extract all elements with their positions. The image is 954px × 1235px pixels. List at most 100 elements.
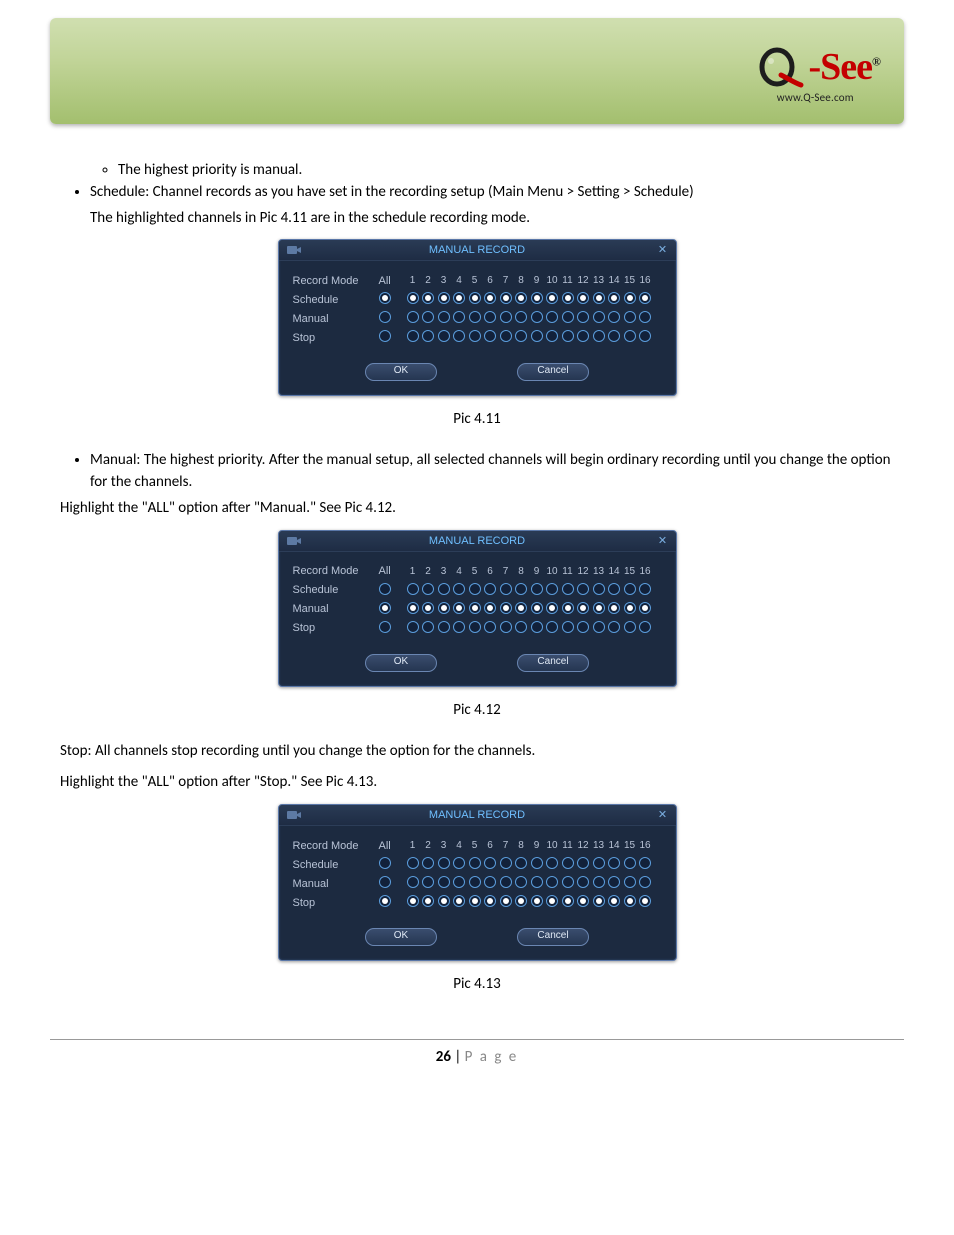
channel-radio[interactable] bbox=[546, 311, 558, 326]
channel-radio[interactable] bbox=[453, 602, 465, 617]
channel-radio[interactable] bbox=[562, 292, 574, 307]
channel-radio[interactable] bbox=[500, 876, 512, 891]
channel-radio[interactable] bbox=[577, 857, 589, 872]
channel-radio[interactable] bbox=[484, 895, 496, 910]
all-radio-schedule[interactable] bbox=[379, 583, 407, 598]
channel-radio[interactable] bbox=[546, 602, 558, 617]
channel-radio[interactable] bbox=[407, 330, 419, 345]
channel-radio[interactable] bbox=[438, 857, 450, 872]
channel-radio[interactable] bbox=[500, 292, 512, 307]
channel-radio[interactable] bbox=[593, 895, 605, 910]
channel-radio[interactable] bbox=[639, 895, 651, 910]
all-radio-manual[interactable] bbox=[379, 602, 407, 617]
channel-radio[interactable] bbox=[593, 583, 605, 598]
channel-radio[interactable] bbox=[546, 895, 558, 910]
channel-radio[interactable] bbox=[624, 292, 636, 307]
channel-radio[interactable] bbox=[608, 602, 620, 617]
channel-radio[interactable] bbox=[639, 857, 651, 872]
all-radio-stop[interactable] bbox=[379, 330, 407, 345]
channel-radio[interactable] bbox=[608, 330, 620, 345]
channel-radio[interactable] bbox=[469, 330, 481, 345]
channel-radio[interactable] bbox=[639, 311, 651, 326]
channel-radio[interactable] bbox=[484, 621, 496, 636]
cancel-button[interactable]: Cancel bbox=[517, 928, 589, 946]
channel-radio[interactable] bbox=[593, 857, 605, 872]
channel-radio[interactable] bbox=[593, 621, 605, 636]
channel-radio[interactable] bbox=[546, 583, 558, 598]
channel-radio[interactable] bbox=[407, 602, 419, 617]
channel-radio[interactable] bbox=[484, 583, 496, 598]
channel-radio[interactable] bbox=[531, 330, 543, 345]
channel-radio[interactable] bbox=[562, 583, 574, 598]
channel-radio[interactable] bbox=[593, 292, 605, 307]
channel-radio[interactable] bbox=[453, 330, 465, 345]
channel-radio[interactable] bbox=[453, 895, 465, 910]
ok-button[interactable]: OK bbox=[365, 928, 437, 946]
channel-radio[interactable] bbox=[608, 876, 620, 891]
channel-radio[interactable] bbox=[500, 857, 512, 872]
channel-radio[interactable] bbox=[469, 857, 481, 872]
close-icon[interactable]: ✕ bbox=[656, 808, 670, 822]
channel-radio[interactable] bbox=[469, 876, 481, 891]
channel-radio[interactable] bbox=[593, 330, 605, 345]
channel-radio[interactable] bbox=[438, 311, 450, 326]
all-radio-stop[interactable] bbox=[379, 621, 407, 636]
channel-radio[interactable] bbox=[639, 621, 651, 636]
all-radio-stop[interactable] bbox=[379, 895, 407, 910]
channel-radio[interactable] bbox=[531, 876, 543, 891]
channel-radio[interactable] bbox=[562, 602, 574, 617]
channel-radio[interactable] bbox=[577, 583, 589, 598]
channel-radio[interactable] bbox=[422, 876, 434, 891]
channel-radio[interactable] bbox=[500, 583, 512, 598]
channel-radio[interactable] bbox=[546, 621, 558, 636]
channel-radio[interactable] bbox=[407, 895, 419, 910]
channel-radio[interactable] bbox=[500, 330, 512, 345]
channel-radio[interactable] bbox=[624, 602, 636, 617]
channel-radio[interactable] bbox=[562, 876, 574, 891]
all-radio-schedule[interactable] bbox=[379, 292, 407, 307]
channel-radio[interactable] bbox=[438, 621, 450, 636]
channel-radio[interactable] bbox=[562, 895, 574, 910]
channel-radio[interactable] bbox=[500, 895, 512, 910]
channel-radio[interactable] bbox=[624, 857, 636, 872]
channel-radio[interactable] bbox=[469, 583, 481, 598]
channel-radio[interactable] bbox=[453, 583, 465, 598]
ok-button[interactable]: OK bbox=[365, 363, 437, 381]
channel-radio[interactable] bbox=[515, 602, 527, 617]
channel-radio[interactable] bbox=[484, 292, 496, 307]
channel-radio[interactable] bbox=[531, 602, 543, 617]
channel-radio[interactable] bbox=[562, 311, 574, 326]
channel-radio[interactable] bbox=[469, 602, 481, 617]
channel-radio[interactable] bbox=[531, 621, 543, 636]
channel-radio[interactable] bbox=[531, 311, 543, 326]
channel-radio[interactable] bbox=[624, 621, 636, 636]
channel-radio[interactable] bbox=[624, 876, 636, 891]
channel-radio[interactable] bbox=[438, 876, 450, 891]
channel-radio[interactable] bbox=[422, 895, 434, 910]
channel-radio[interactable] bbox=[500, 621, 512, 636]
channel-radio[interactable] bbox=[608, 857, 620, 872]
close-icon[interactable]: ✕ bbox=[656, 243, 670, 257]
channel-radio[interactable] bbox=[577, 602, 589, 617]
channel-radio[interactable] bbox=[577, 895, 589, 910]
channel-radio[interactable] bbox=[515, 876, 527, 891]
channel-radio[interactable] bbox=[608, 621, 620, 636]
close-icon[interactable]: ✕ bbox=[656, 534, 670, 548]
channel-radio[interactable] bbox=[438, 583, 450, 598]
channel-radio[interactable] bbox=[407, 583, 419, 598]
channel-radio[interactable] bbox=[639, 292, 651, 307]
channel-radio[interactable] bbox=[422, 602, 434, 617]
channel-radio[interactable] bbox=[577, 876, 589, 891]
channel-radio[interactable] bbox=[484, 330, 496, 345]
all-radio-schedule[interactable] bbox=[379, 857, 407, 872]
channel-radio[interactable] bbox=[407, 621, 419, 636]
channel-radio[interactable] bbox=[577, 330, 589, 345]
channel-radio[interactable] bbox=[438, 292, 450, 307]
cancel-button[interactable]: Cancel bbox=[517, 363, 589, 381]
channel-radio[interactable] bbox=[407, 857, 419, 872]
channel-radio[interactable] bbox=[515, 583, 527, 598]
channel-radio[interactable] bbox=[593, 876, 605, 891]
channel-radio[interactable] bbox=[484, 876, 496, 891]
channel-radio[interactable] bbox=[515, 311, 527, 326]
channel-radio[interactable] bbox=[624, 330, 636, 345]
